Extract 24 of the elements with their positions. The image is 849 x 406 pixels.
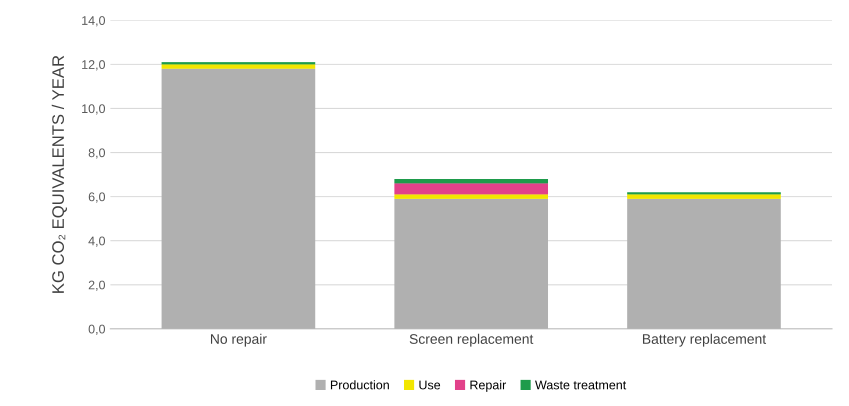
y-tick-label: 10,0 — [82, 104, 106, 115]
y-axis-title: KG CO₂ EQUIVALENTS / YEAR — [52, 56, 67, 293]
y-tick-label: 0,0 — [88, 324, 106, 335]
bar — [627, 198, 781, 329]
bar — [394, 183, 548, 194]
bar — [394, 178, 548, 184]
y-tick-label: 6,0 — [88, 192, 106, 203]
x-tick-label: Screen replacement — [410, 334, 534, 347]
legend-label: Production — [330, 380, 389, 390]
y-tick-label: 8,0 — [88, 148, 106, 159]
y-tick-label: 12,0 — [82, 60, 106, 71]
bar — [162, 64, 316, 69]
bar — [394, 198, 548, 329]
bar — [394, 194, 548, 199]
y-tick-label: 4,0 — [88, 236, 106, 247]
bar — [162, 68, 316, 329]
y-tick-label: 2,0 — [88, 280, 106, 291]
x-tick-label: No repair — [210, 334, 267, 347]
x-tick-label: Battery replacement — [642, 334, 766, 347]
legend-label: Use — [419, 380, 440, 390]
legend-label: Waste treatment — [535, 380, 626, 390]
bar — [627, 194, 781, 199]
legend-label: Repair — [470, 380, 506, 392]
y-tick-label: 14,0 — [82, 16, 106, 26]
